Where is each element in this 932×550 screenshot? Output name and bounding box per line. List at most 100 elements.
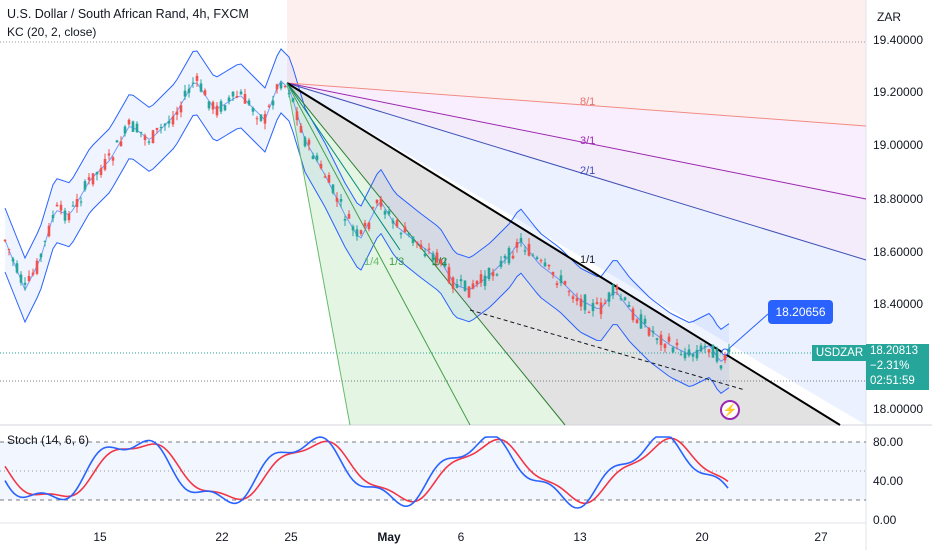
candle-body <box>707 349 711 353</box>
candle-body <box>47 225 51 237</box>
candle-body <box>111 157 115 161</box>
price-tick: 18.60000 <box>873 245 924 259</box>
keltner-fill <box>5 49 729 394</box>
candle-body <box>371 207 375 209</box>
candle-body <box>623 297 627 301</box>
candle-body <box>23 282 27 285</box>
fan-line-8-1 <box>286 82 867 127</box>
date-tick: 20 <box>695 530 709 544</box>
candle-body <box>447 267 451 283</box>
last-price: 18.20813 <box>870 345 918 357</box>
candle-body <box>351 226 355 231</box>
candle-body <box>615 286 619 290</box>
price-callout[interactable]: 18.20656 <box>768 300 833 324</box>
event-flash-icon[interactable]: ⚡ <box>720 400 740 420</box>
candle-body <box>387 211 391 215</box>
candle-body <box>11 258 15 262</box>
price-change: −2.31% <box>870 360 910 372</box>
candle-body <box>235 96 239 98</box>
fan-line-inner <box>286 82 401 251</box>
candle-body <box>127 119 131 125</box>
candle-body <box>283 85 287 87</box>
chart-title[interactable]: U.S. Dollar / South African Rand, 4h, FX… <box>7 7 249 21</box>
symbol-tag: USDZAR <box>812 345 867 361</box>
stoch-label[interactable]: Stoch (14, 6, 6) <box>7 433 90 447</box>
candle-body <box>519 237 523 243</box>
candle-body <box>231 91 235 97</box>
candle-body <box>431 253 435 261</box>
candle-body <box>91 173 95 185</box>
candle-body <box>495 274 499 276</box>
candle-body <box>439 259 443 264</box>
candle-body <box>703 346 707 348</box>
candle-body <box>27 275 31 282</box>
price-tick: 18.00000 <box>873 402 924 416</box>
candle-body <box>339 199 343 202</box>
candle-body <box>267 105 271 107</box>
candle-body <box>687 349 691 356</box>
currency-label[interactable]: ZAR <box>877 10 901 24</box>
fan-label-1-4: 1/4 <box>364 256 380 268</box>
candle-body <box>147 141 151 143</box>
candles <box>3 73 731 371</box>
candle-body <box>331 184 335 193</box>
candle-body <box>499 260 503 267</box>
candle-body <box>179 105 183 113</box>
candle-body <box>583 294 587 311</box>
candle-body <box>655 338 659 340</box>
candle-body <box>307 139 311 145</box>
candle-body <box>435 252 439 263</box>
fan-label-1-3: 1/3 <box>389 256 405 268</box>
candle-body <box>419 244 423 249</box>
candle-body <box>455 284 459 288</box>
indicator-label[interactable]: KC (20, 2, close) <box>7 25 97 39</box>
candle-body <box>427 248 431 250</box>
price-tick: 18.80000 <box>873 192 924 206</box>
candle-body <box>587 312 591 314</box>
fan-line-3-1 <box>286 82 867 200</box>
candle-body <box>451 277 455 289</box>
stoch-tick: 80.00 <box>873 435 904 449</box>
candle-body <box>35 260 39 274</box>
candle-body <box>479 274 483 283</box>
candle-body <box>487 267 491 280</box>
candle-body <box>83 181 87 190</box>
candle-body <box>579 298 583 307</box>
candle-body <box>603 302 607 304</box>
candle-body <box>151 130 155 144</box>
candle-body <box>595 302 599 304</box>
candle-body <box>247 100 251 105</box>
fan-zone-8-1 <box>287 0 866 126</box>
candle-body <box>503 255 507 259</box>
candle-body <box>395 220 399 227</box>
candle-body <box>663 344 667 349</box>
candle-body <box>43 240 47 242</box>
candle-body <box>327 175 331 183</box>
candle-body <box>191 82 195 84</box>
candle-body <box>211 101 215 110</box>
candle-body <box>131 121 135 132</box>
candle-body <box>723 355 727 361</box>
candle-body <box>423 253 427 257</box>
price-tick: 19.20000 <box>873 85 924 99</box>
candle-body <box>59 204 63 211</box>
candle-body <box>619 298 623 300</box>
candle-body <box>591 302 595 312</box>
candle-body <box>263 114 267 124</box>
candle-body <box>207 101 211 109</box>
candle-body <box>719 365 723 369</box>
stoch-tick: 0.00 <box>873 513 897 527</box>
candle-body <box>383 211 387 215</box>
candle-body <box>515 242 519 248</box>
candle-body <box>355 229 359 237</box>
candle-body <box>251 107 255 112</box>
candle-body <box>715 349 719 362</box>
candle-body <box>143 135 147 141</box>
candle-body <box>571 296 575 299</box>
candle-body <box>343 219 347 221</box>
candle-body <box>403 226 407 233</box>
candle-body <box>115 140 119 143</box>
candle-body <box>135 123 139 133</box>
